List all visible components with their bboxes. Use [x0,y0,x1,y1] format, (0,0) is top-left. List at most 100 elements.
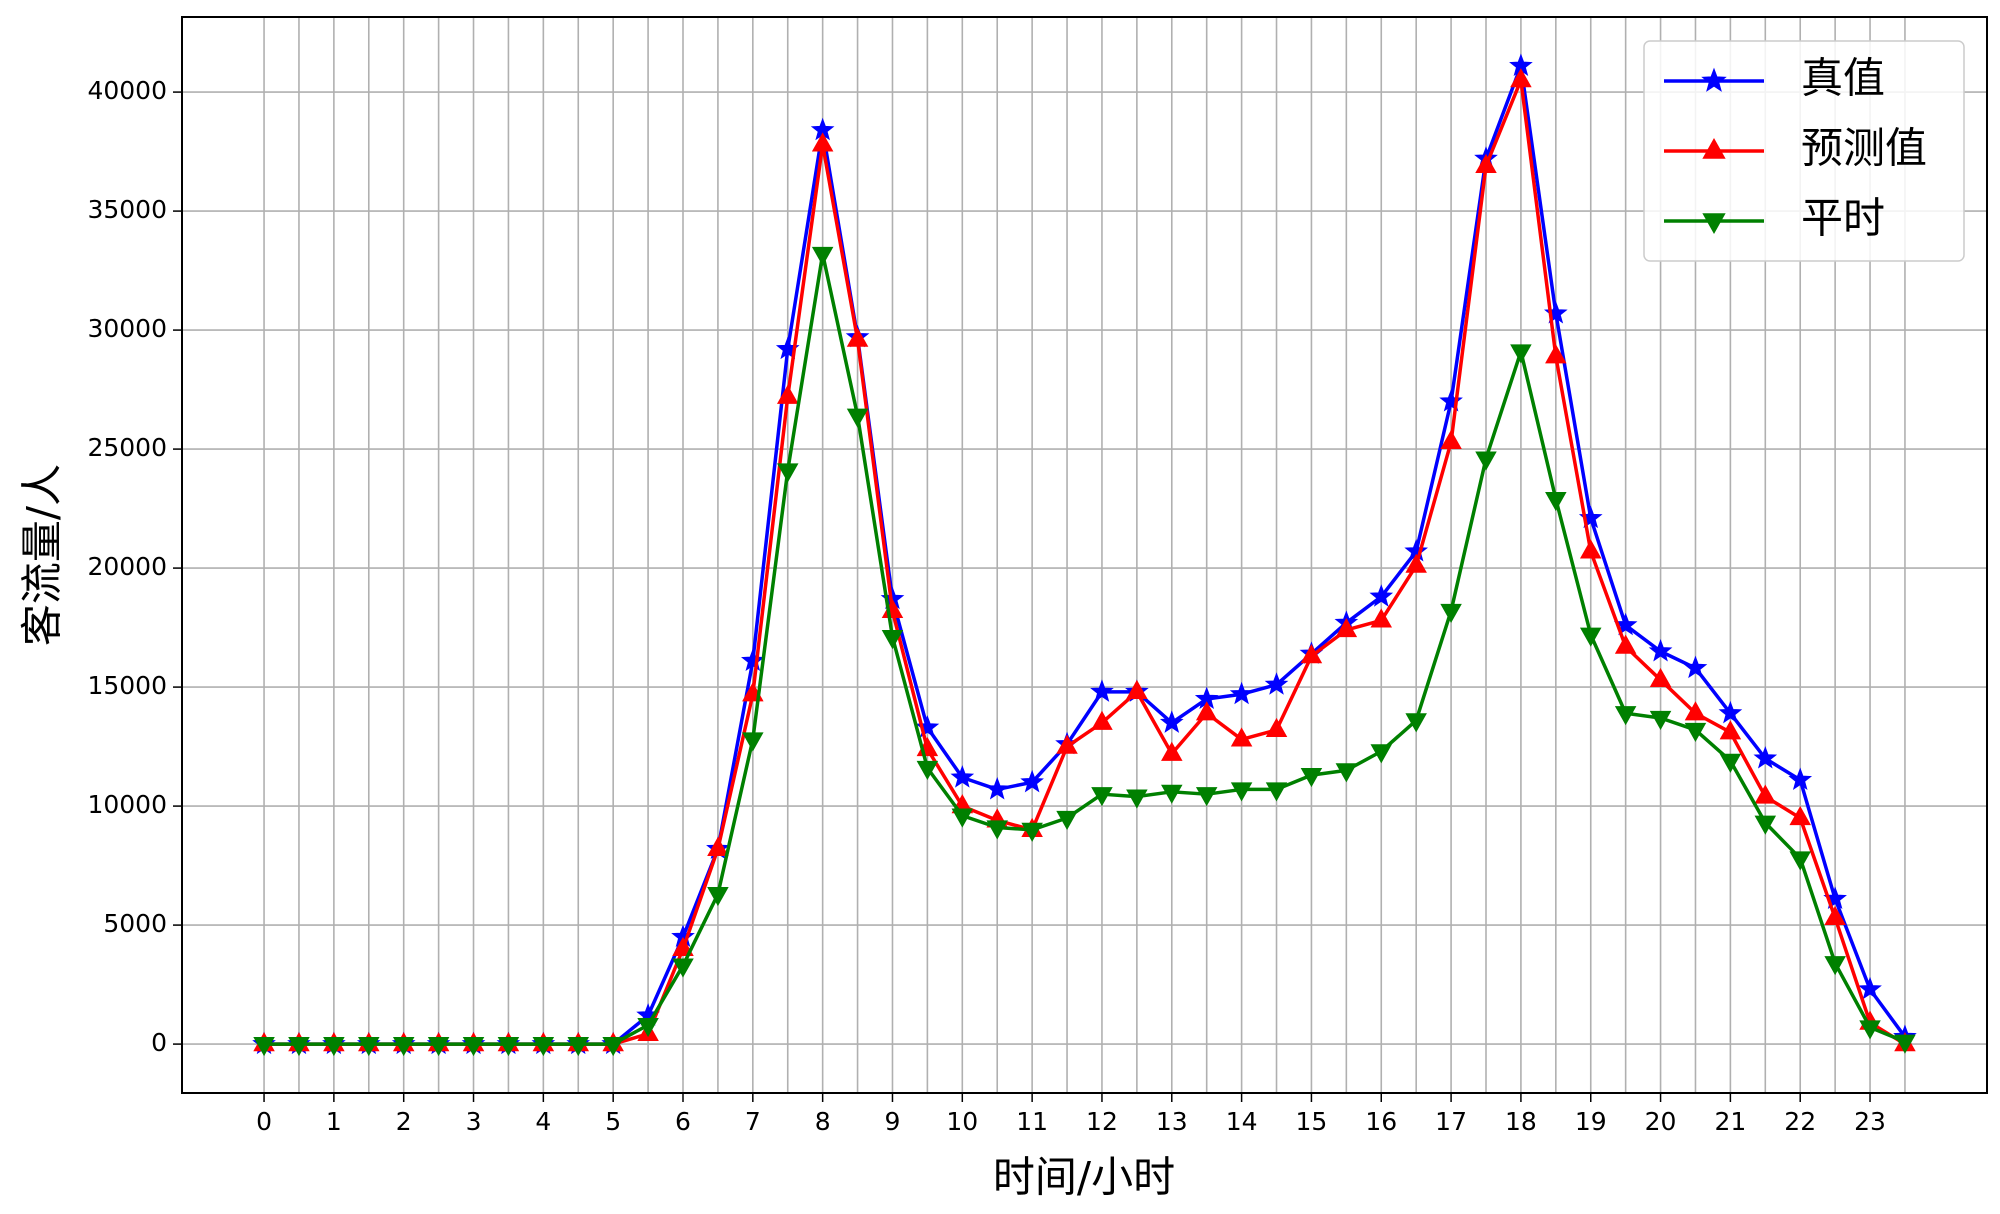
data-point [1230,727,1253,747]
data-point [846,408,869,428]
data-point [881,630,904,650]
data-point [1161,784,1183,804]
data-point [1440,603,1462,623]
data-point [1894,1034,1916,1054]
data-point [1091,710,1113,730]
x-tick-label: 21 [1714,1107,1746,1136]
data-point [1021,822,1043,842]
data-point [1126,789,1148,809]
x-tick-label: 4 [535,1107,551,1136]
x-tick-label: 2 [396,1107,412,1136]
data-point [1300,644,1323,664]
x-tick-label: 9 [885,1107,901,1136]
data-point [1230,782,1253,802]
x-tick-label: 1 [326,1107,342,1136]
data-point [811,246,834,266]
x-tick-label: 13 [1156,1107,1188,1136]
data-point [1405,553,1427,573]
data-point [637,1017,659,1038]
data-point [1475,451,1497,471]
x-axis-label: 时间/小时 [993,1153,1175,1202]
data-point [1056,734,1078,754]
x-tick-label: 12 [1086,1107,1118,1136]
legend-marker [1701,67,1727,92]
legend-marker [1702,213,1726,235]
data-point [1648,638,1673,662]
data-point [1718,700,1743,724]
data-point [1579,627,1602,647]
data-point [1824,956,1846,976]
data-point [1091,787,1113,807]
data-point [1649,667,1672,688]
data-point [1370,608,1393,628]
x-tick-label: 6 [675,1107,691,1136]
data-point [1719,720,1742,740]
data-point [1229,681,1254,705]
data-point [1614,706,1637,726]
data-point [1300,768,1323,788]
data-point [1056,810,1078,831]
data-point [1195,787,1218,807]
data-point [462,1036,485,1057]
data-point [532,1036,555,1057]
data-point [916,760,939,781]
y-tick-label: 10000 [87,790,167,819]
y-tick-label: 40000 [87,76,167,105]
data-point [776,384,799,404]
data-point [1510,344,1532,364]
x-tick-label: 17 [1435,1107,1467,1136]
data-point [358,1036,380,1057]
x-tick-label: 18 [1505,1107,1537,1136]
data-point [253,1036,275,1057]
data-point [776,463,799,483]
x-tick-label: 0 [256,1107,272,1136]
data-point [1753,746,1778,769]
data-point [707,836,729,857]
x-tick-label: 22 [1784,1107,1816,1136]
plot-frame [181,16,1988,1094]
x-tick-label: 10 [946,1107,978,1136]
y-tick-label: 25000 [87,433,167,462]
x-tick-label: 20 [1645,1107,1677,1136]
data-point [1369,584,1394,607]
data-point [1579,539,1602,559]
y-axis-label: 客流量/人 [18,464,67,646]
data-point [427,1036,450,1057]
data-point [392,1036,415,1057]
y-tick-label: 35000 [87,195,167,224]
data-point [1544,301,1568,324]
x-tick-label: 19 [1575,1107,1607,1136]
data-point [1545,344,1567,364]
data-point [1684,722,1707,742]
data-point [1683,655,1708,679]
data-point [1126,679,1148,699]
data-point [951,808,974,828]
legend-box [1643,40,1965,262]
y-tick-label: 30000 [87,314,167,343]
data-point [1335,617,1358,638]
data-point [602,1036,624,1057]
x-tick-label: 3 [466,1107,482,1136]
data-point [1684,701,1707,721]
legend-label: 真值 [1801,54,1885,103]
data-point [1614,634,1637,654]
x-tick-label: 15 [1296,1107,1328,1136]
data-point [1649,710,1672,731]
data-point [1195,701,1218,721]
data-point [672,936,694,956]
data-point [1754,815,1777,835]
data-point [1858,976,1882,1000]
data-point [288,1036,310,1057]
x-tick-label: 5 [605,1107,621,1136]
legend-label: 预测值 [1801,124,1927,173]
data-point [986,820,1008,840]
data-point [1020,769,1044,793]
data-point [1335,763,1358,783]
x-tick-label: 14 [1226,1107,1258,1136]
data-point [1159,710,1184,733]
legend-marker [1702,137,1726,159]
data-point [950,765,975,788]
data-point [846,327,869,347]
